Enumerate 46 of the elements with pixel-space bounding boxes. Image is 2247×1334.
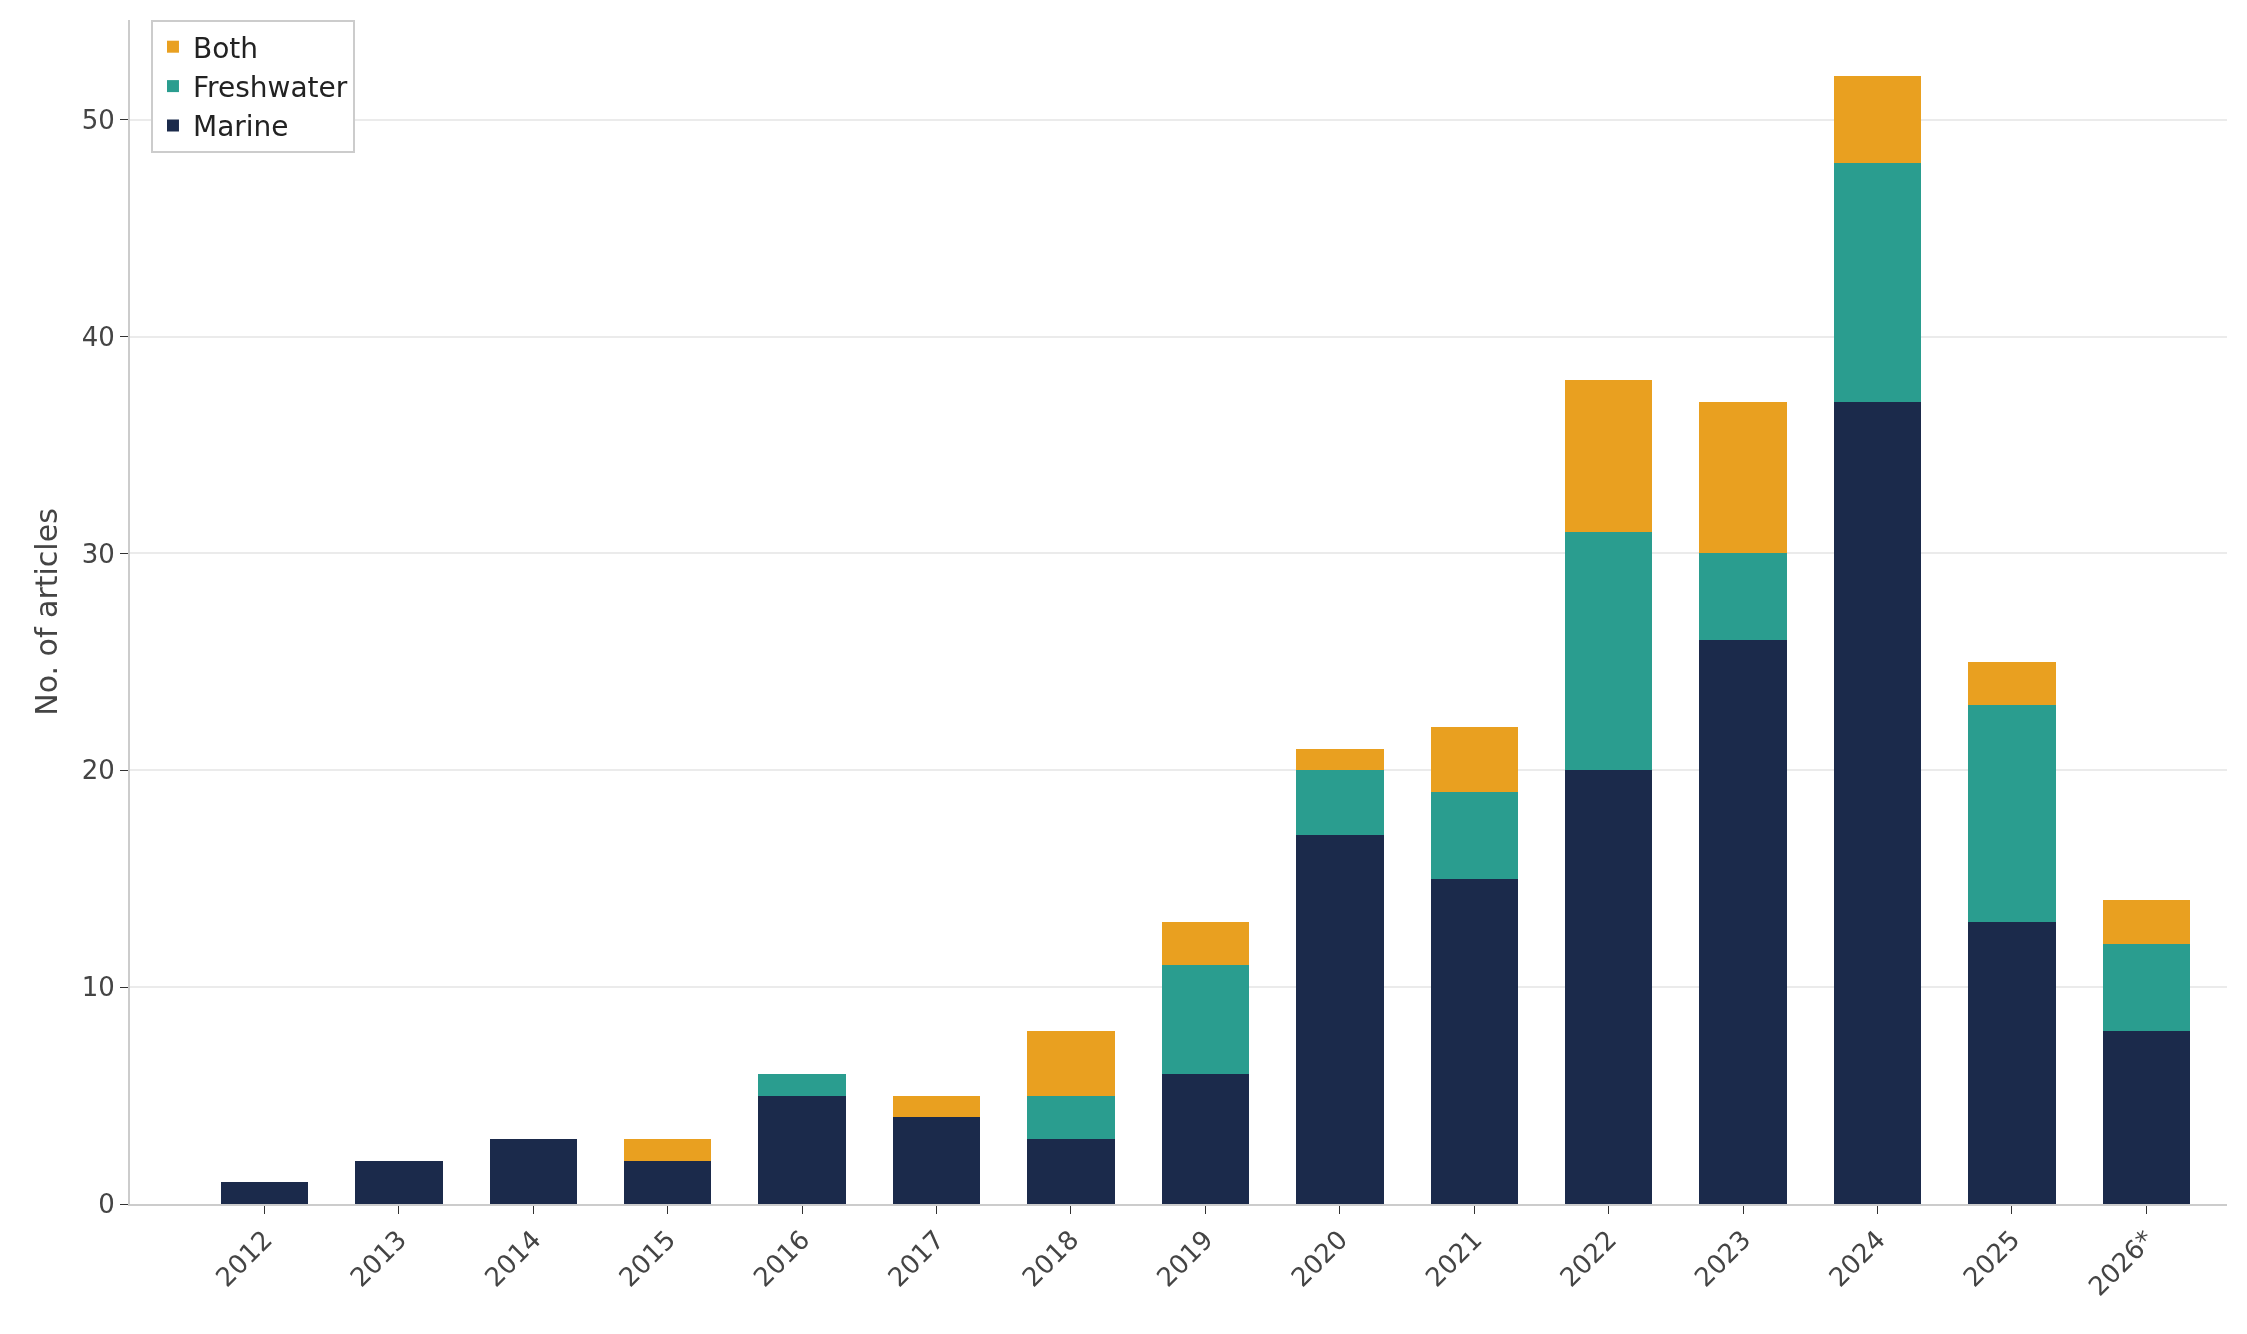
y-tick-label: 40 [81,321,115,352]
bar [1296,770,1384,836]
bar [1833,163,1922,402]
bar [1430,878,1518,1204]
y-tick-label: 0 [98,1189,115,1220]
bar [1430,791,1518,879]
bar [1161,922,1250,966]
bar [1296,748,1384,771]
y-axis-title: No. of articles [29,508,65,716]
bar [892,1095,981,1118]
bar [758,1095,846,1204]
bar [1968,661,2056,706]
bar [489,1138,577,1204]
bar [758,1073,846,1096]
bar [624,1160,712,1204]
bar [1430,726,1518,792]
legend-label: Both [192,31,259,65]
legend-label: Marine [192,110,289,144]
bar [1833,401,1922,1204]
legend-label: Freshwater [192,71,348,105]
bar [1699,553,1787,641]
bar [1564,770,1653,1204]
bar [355,1160,443,1204]
bar [1161,965,1250,1074]
bar [1968,705,2056,923]
bar [2102,900,2191,944]
bar [1833,76,1922,164]
bar [624,1138,712,1161]
bar [2102,943,2191,1031]
bar [220,1182,309,1204]
y-tick-label: 20 [81,755,115,786]
bar [1027,1138,1115,1204]
bar [2102,1030,2191,1204]
y-tick-label: 10 [81,972,115,1003]
bar [1564,379,1653,532]
bar [1968,922,2056,1204]
bar [892,1117,981,1204]
bar [1027,1030,1115,1096]
y-tick-label: 30 [81,538,115,569]
bar [1161,1073,1250,1204]
bar [1296,835,1384,1204]
bar [1564,531,1653,771]
bar [1699,640,1787,1204]
y-tick-label: 50 [81,104,115,135]
bar [1699,401,1787,554]
bar [1027,1095,1115,1139]
